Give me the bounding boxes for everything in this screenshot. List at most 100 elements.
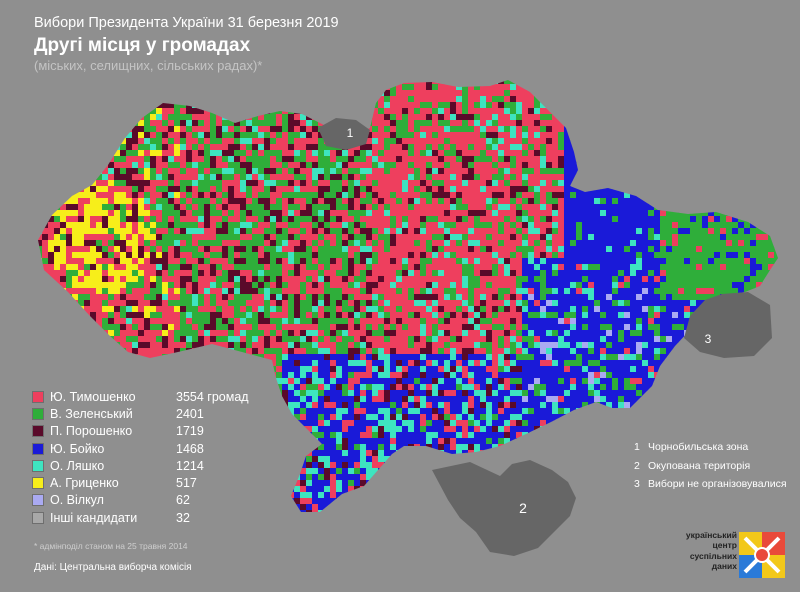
community-cell: [198, 138, 205, 145]
community-cell: [624, 120, 631, 127]
community-cell: [264, 108, 271, 115]
community-cell: [330, 234, 337, 241]
community-cell: [726, 102, 733, 109]
community-cell: [372, 132, 379, 139]
community-cell: [498, 84, 505, 91]
community-cell: [690, 306, 697, 313]
community-cell: [570, 252, 577, 259]
community-cell: [168, 138, 175, 145]
community-cell: [216, 96, 223, 103]
community-cell: [144, 150, 151, 157]
community-cell: [366, 300, 373, 307]
community-cell: [510, 300, 517, 307]
community-cell: [486, 162, 493, 169]
community-cell: [774, 210, 778, 217]
community-cell: [648, 114, 655, 121]
community-cell: [378, 246, 385, 253]
community-cell: [702, 162, 709, 169]
community-cell: [120, 186, 127, 193]
community-cell: [144, 162, 151, 169]
community-cell: [258, 276, 265, 283]
community-cell: [144, 126, 151, 133]
community-cell: [414, 162, 421, 169]
community-cell: [216, 102, 223, 109]
community-cell: [600, 138, 607, 145]
community-cell: [246, 234, 253, 241]
community-cell: [162, 198, 169, 205]
community-cell: [84, 102, 91, 109]
community-cell: [474, 144, 481, 151]
community-cell: [66, 186, 73, 193]
community-cell: [54, 144, 61, 151]
community-cell: [252, 252, 259, 259]
community-cell: [318, 228, 325, 235]
community-cell: [390, 174, 397, 181]
community-cell: [720, 108, 727, 115]
community-cell: [600, 246, 607, 253]
community-cell: [360, 96, 367, 103]
community-cell: [192, 240, 199, 247]
community-cell: [390, 300, 397, 307]
community-cell: [510, 228, 517, 235]
community-cell: [168, 258, 175, 265]
community-cell: [126, 252, 133, 259]
community-cell: [84, 84, 91, 91]
community-cell: [204, 312, 211, 319]
community-cell: [186, 192, 193, 199]
community-cell: [270, 252, 277, 259]
community-cell: [600, 168, 607, 175]
community-cell: [132, 210, 139, 217]
community-cell: [438, 204, 445, 211]
community-cell: [360, 222, 367, 229]
community-cell: [588, 282, 595, 289]
community-cell: [294, 132, 301, 139]
community-cell: [276, 168, 283, 175]
community-cell: [708, 144, 715, 151]
community-cell: [144, 192, 151, 199]
community-cell: [444, 216, 451, 223]
community-cell: [120, 288, 127, 295]
community-cell: [402, 276, 409, 283]
community-cell: [60, 288, 67, 295]
community-cell: [216, 90, 223, 97]
community-cell: [264, 84, 271, 91]
community-cell: [324, 102, 331, 109]
community-cell: [204, 222, 211, 229]
community-cell: [48, 108, 55, 115]
community-cell: [678, 294, 685, 301]
community-cell: [174, 114, 181, 121]
community-cell: [336, 84, 343, 91]
community-cell: [234, 108, 241, 115]
community-cell: [612, 246, 619, 253]
community-cell: [318, 174, 325, 181]
community-cell: [390, 306, 397, 313]
community-cell: [114, 240, 121, 247]
community-cell: [630, 168, 637, 175]
community-cell: [420, 180, 427, 187]
community-cell: [108, 222, 115, 229]
community-cell: [60, 216, 67, 223]
community-cell: [780, 120, 786, 126]
community-cell: [198, 84, 205, 91]
community-cell: [624, 270, 631, 277]
community-cell: [600, 96, 607, 103]
community-cell: [408, 192, 415, 199]
community-cell: [48, 162, 55, 169]
community-cell: [642, 186, 649, 193]
community-cell: [660, 240, 667, 247]
community-cell: [726, 156, 733, 163]
community-cell: [300, 264, 307, 271]
community-cell: [474, 270, 481, 277]
community-cell: [66, 270, 73, 277]
community-cell: [480, 80, 487, 85]
community-cell: [78, 270, 85, 277]
community-cell: [750, 126, 757, 133]
community-cell: [708, 270, 715, 277]
community-cell: [606, 234, 613, 241]
community-cell: [612, 234, 619, 241]
community-cell: [420, 120, 427, 127]
community-cell: [336, 276, 343, 283]
community-cell: [66, 80, 73, 85]
community-cell: [126, 240, 133, 247]
community-cell: [762, 174, 769, 181]
